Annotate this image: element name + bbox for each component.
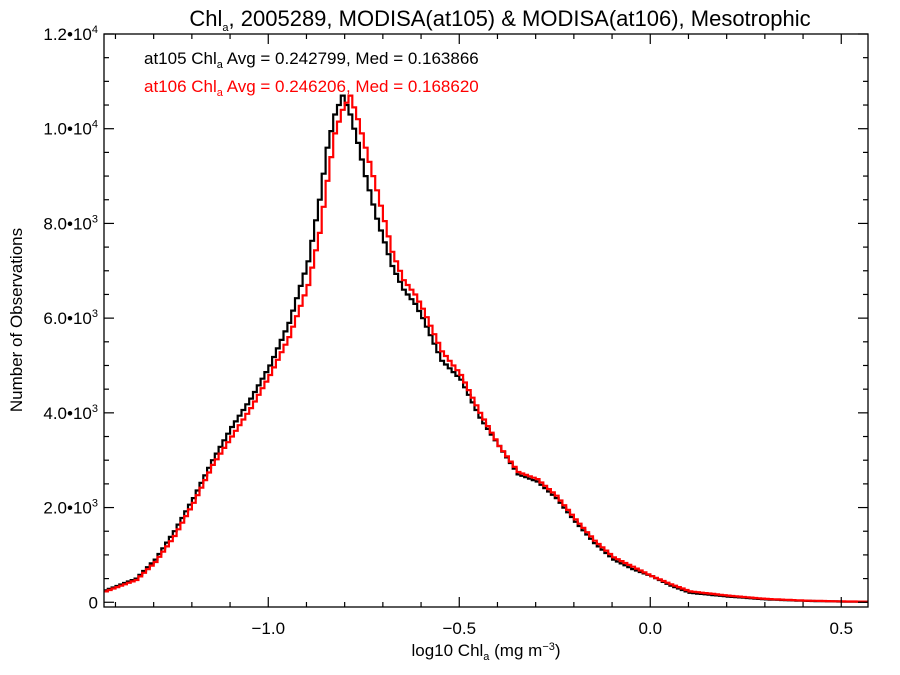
y-tick-label: 2.0•103: [43, 498, 98, 518]
x-tick-labels: −1.0 −0.5 0.0 0.5: [251, 619, 853, 638]
chart-title: Chla, 2005289, MODISA(at105) & MODISA(at…: [189, 6, 810, 34]
plot-frame: [103, 33, 869, 608]
tick-marks: [104, 33, 868, 607]
x-tick-label: 0.5: [829, 619, 853, 638]
y-tick-labels: 0 2.0•103 4.0•103 6.0•103 8.0•103 1.0•104 1.2•…: [43, 24, 98, 612]
x-tick-label: −0.5: [442, 619, 476, 638]
annotation-at106: at106 Chla Avg = 0.246206, Med = 0.16862…: [144, 77, 479, 99]
x-axis-label: log10 Chla (mg m−3): [411, 641, 560, 663]
y-axis-label: Number of Observations: [7, 228, 26, 412]
y-tick-label: 4.0•103: [43, 403, 98, 423]
y-tick-label: 1.2•104: [43, 24, 98, 44]
x-tick-label: 0.0: [638, 619, 662, 638]
series-line-1: [104, 94, 868, 603]
y-tick-label: 8.0•103: [43, 213, 98, 233]
y-tick-label: 6.0•103: [43, 308, 98, 328]
annotation-at105: at105 Chla Avg = 0.242799, Med = 0.16386…: [144, 49, 479, 71]
series-line-0: [104, 94, 868, 603]
y-tick-label: 0: [89, 593, 98, 612]
x-tick-label: −1.0: [251, 619, 285, 638]
y-tick-label: 1.0•104: [43, 119, 98, 139]
series-lines: [104, 94, 868, 603]
